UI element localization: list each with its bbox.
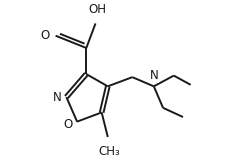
Text: OH: OH: [88, 3, 106, 16]
Text: O: O: [63, 118, 73, 131]
Text: N: N: [150, 69, 158, 82]
Text: N: N: [53, 91, 62, 104]
Text: CH₃: CH₃: [99, 145, 120, 158]
Text: O: O: [40, 29, 49, 42]
